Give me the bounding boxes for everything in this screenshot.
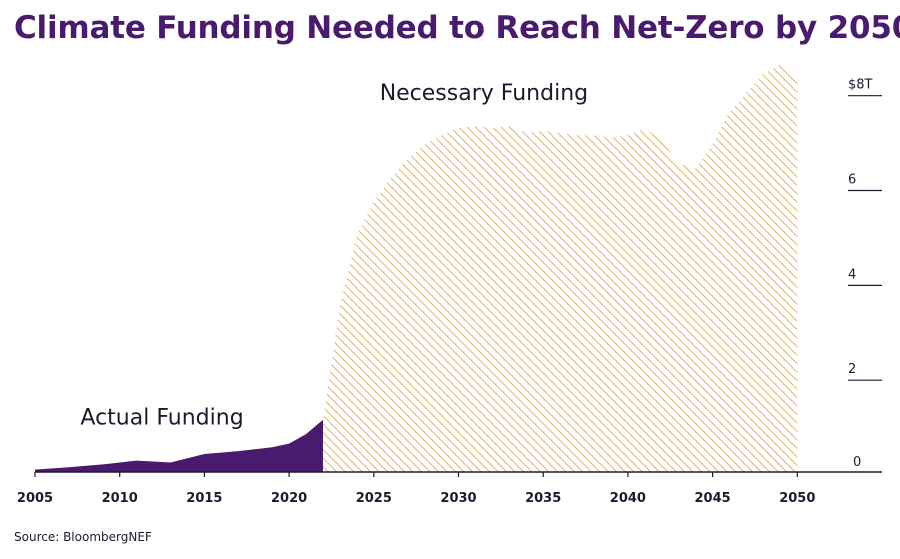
- x-tick-label: 2020: [271, 491, 307, 506]
- label-layer: Actual Funding Necessary Funding: [80, 81, 588, 431]
- series-layer: [35, 64, 798, 473]
- y-tick-label: 2: [848, 362, 856, 377]
- series-area-actual-funding: [35, 419, 323, 472]
- y-tick-label: 4: [848, 267, 856, 282]
- x-tick-label: 2035: [525, 491, 561, 506]
- axis-layer: 2005 2010 2015 2020 2025 2030 2035 2040 2045 2050…: [17, 78, 882, 506]
- x-tick-label: 2030: [440, 491, 476, 506]
- y-tick-label: 6: [848, 173, 856, 188]
- x-tick-label: 2045: [695, 491, 731, 506]
- chart-title: Climate Funding Needed to Reach Net-Zero…: [14, 10, 900, 46]
- x-tick-label: 2015: [186, 491, 222, 506]
- series-label-necessary-funding: Necessary Funding: [380, 81, 588, 106]
- series-area-necessary-funding: [322, 64, 798, 473]
- y-tick-label: $8T: [848, 78, 873, 93]
- y-tick-label: 0: [853, 455, 861, 470]
- series-label-actual-funding: Actual Funding: [80, 406, 243, 431]
- x-tick-label: 2025: [356, 491, 392, 506]
- x-tick-label: 2040: [610, 491, 646, 506]
- x-tick-label: 2050: [779, 491, 815, 506]
- x-tick-label: 2010: [102, 491, 138, 506]
- source-note: Source: BloombergNEF: [14, 530, 152, 544]
- x-tick-label: 2005: [17, 491, 53, 506]
